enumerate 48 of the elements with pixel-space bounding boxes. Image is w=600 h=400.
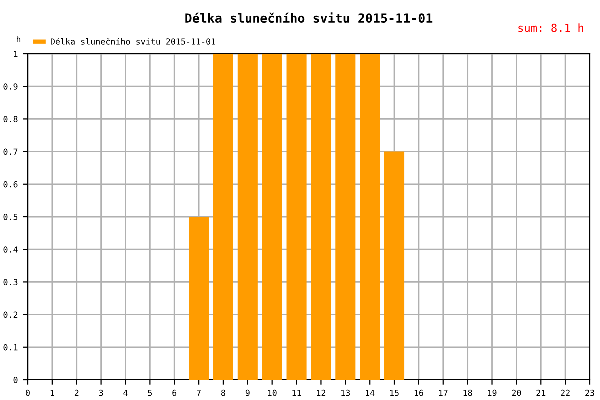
bar: [262, 54, 282, 380]
bar: [311, 54, 332, 380]
text: sum: 8.1 h: [518, 24, 584, 32]
y-tick-label: 0.3: [4, 279, 18, 286]
y-tick-label: 0.4: [4, 246, 18, 253]
x-tick-label: 6: [172, 390, 177, 396]
bar: [189, 217, 210, 380]
x-tick-label: 3: [99, 390, 104, 396]
bar: [360, 54, 380, 380]
x-tick-label: 13: [342, 390, 350, 396]
x-tick-label: 20: [512, 390, 522, 396]
x-tick-label: 17: [439, 390, 448, 396]
y-tick-label: 1: [14, 51, 18, 58]
bar: [336, 54, 356, 380]
y-axis-title: h: [17, 36, 21, 42]
x-tick-label: 22: [561, 390, 570, 396]
y-tick-label: 0.5: [4, 214, 18, 220]
y-tick-label: 0: [14, 377, 18, 384]
x-tick-label: 4: [124, 390, 128, 396]
x-tick-label: 21: [536, 390, 546, 396]
bar: [286, 54, 307, 380]
x-tick-label: 8: [222, 390, 226, 396]
y-tick-label: 0.1: [4, 344, 18, 351]
y-tick-label: 0.9: [4, 84, 18, 90]
x-tick-label: 14: [366, 390, 375, 396]
bar: [213, 54, 234, 380]
x-tick-label: 10: [268, 390, 277, 396]
chart-title: Délka slunečního svitu 2015-11-01: [186, 12, 433, 24]
y-tick-label: 0.2: [4, 312, 18, 318]
x-tick-label: 16: [414, 390, 424, 396]
x-tick-label: 5: [148, 390, 152, 396]
x-tick-label: 11: [292, 390, 302, 396]
x-tick-label: 15: [390, 390, 399, 396]
x-tick-label: 18: [464, 390, 472, 396]
bar: [384, 152, 405, 380]
x-tick-label: 19: [488, 390, 497, 396]
x-tick-label: 0: [26, 390, 30, 396]
x-tick-label: 9: [246, 390, 250, 396]
x-tick-label: 12: [317, 390, 326, 396]
x-tick-label: 7: [197, 390, 201, 396]
bar: [238, 54, 258, 380]
y-tick-label: 0.6: [4, 181, 18, 188]
x-tick-label: 2: [74, 390, 79, 396]
x-tick-label: 1: [50, 390, 54, 396]
y-tick-label: 0.8: [4, 116, 18, 123]
y-tick-label: 0.7: [4, 148, 18, 156]
x-tick-label: 23: [586, 390, 594, 396]
legend-label: Délka slunečního svitu 2015-11-01: [51, 38, 216, 45]
